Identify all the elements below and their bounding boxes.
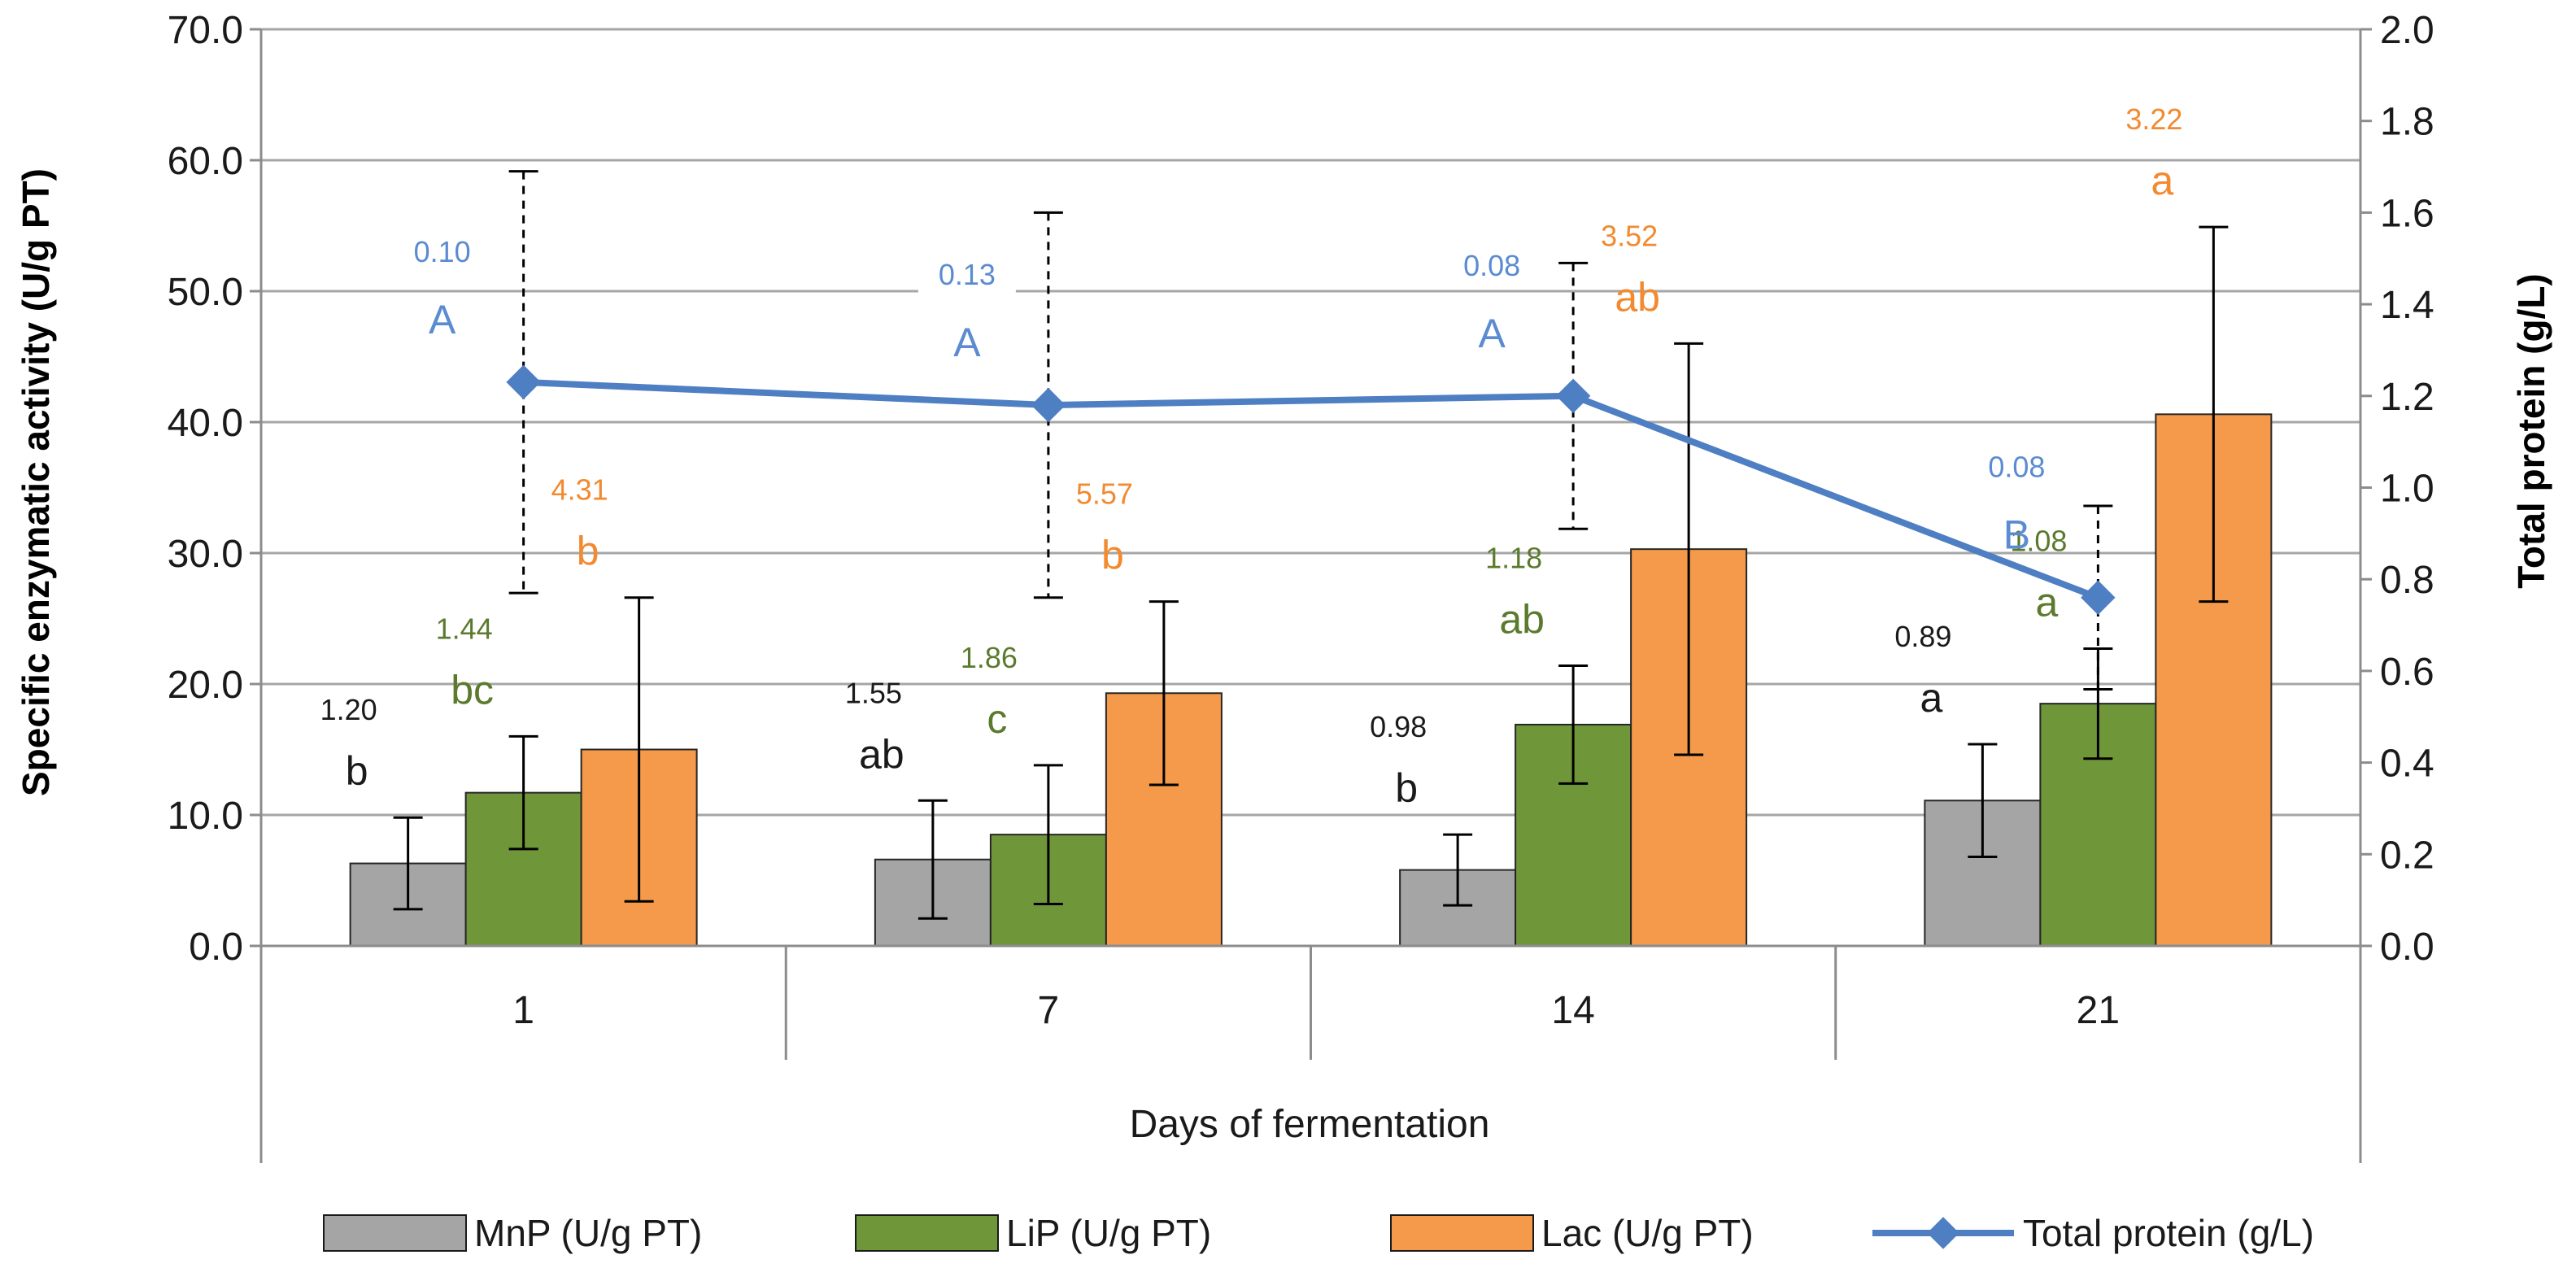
y-tick-label: 60.0 [168,140,243,183]
y2-axis-title: Total protein (g/L) [2510,273,2552,589]
protein-label-bg [1443,245,1541,286]
protein-significance-letter: B [2003,512,2030,558]
legend-label-protein: Total protein (g/L) [2023,1212,2314,1254]
x-tick-label: 7 [1038,989,1060,1032]
protein-marker [1031,387,1066,423]
axes: 0.0 10.0 20.0 30.0 40.0 50.0 60.0 70.0 0.0 0.2 0.4… [168,9,2434,1163]
y2-tick-label: 1.2 [2380,376,2434,419]
significance-letter: b [1101,533,1124,578]
significance-letter: ab [1499,596,1545,642]
legend-label-lac: Lac (U/g PT) [1541,1212,1754,1254]
protein-marker [1555,378,1591,414]
protein-significance-letter: A [953,320,981,365]
sd-label: 1.20 [320,693,377,726]
legend-swatch-lac [1390,1214,1534,1252]
protein-sd-label: 0.10 [414,235,471,268]
y-axis-title: Specific enzymatic activity (U/g PT) [15,168,57,796]
y-tick-label: 10.0 [168,795,243,838]
protein-sd-label: 0.08 [1988,451,2045,484]
y2-tick-label: 0.6 [2380,651,2434,694]
y2-tick-label: 1.0 [2380,468,2434,511]
x-tick-label: 14 [1551,989,1594,1032]
sd-label: 4.31 [551,473,608,507]
significance-letter: a [2151,158,2173,203]
significance-letter: a [2035,580,2058,625]
sd-label: 1.86 [961,641,1018,674]
legend-label-mnp: MnP (U/g PT) [474,1212,702,1254]
y2-tick-label: 0.4 [2380,743,2434,786]
y-tick-label: 50.0 [168,271,243,314]
significance-letter: ab [1615,274,1660,320]
significance-letter: ab [859,731,904,777]
sd-label: 0.98 [1370,710,1427,743]
protein-label-bg [918,255,1016,296]
protein-sd-label: 0.08 [1463,249,1520,282]
y2-tick-label: 2.0 [2380,9,2434,52]
y-tick-label: 0.0 [189,926,243,969]
x-tick-label: 21 [2077,989,2120,1032]
protein-significance-letter: A [429,297,456,342]
sd-label: 1.18 [1485,541,1542,574]
y2-tick-label: 0.2 [2380,834,2434,877]
legend-marker-protein [1927,1217,1959,1249]
legend-label-lip: LiP (U/g PT) [1006,1212,1211,1254]
legend-swatch-lip [855,1214,999,1252]
y2-tick-label: 0.0 [2380,926,2434,969]
x-tick-label: 1 [512,989,534,1032]
sd-label: 5.57 [1076,477,1133,511]
sd-label: 1.55 [845,676,902,709]
y-tick-label: 20.0 [168,664,243,707]
sd-label: 3.52 [1601,219,1658,252]
legend-swatch-mnp [323,1214,467,1252]
significance-letter: b [577,529,599,574]
protein-label-bg [1968,447,2066,488]
significance-letter: b [1395,765,1418,811]
sd-label: 0.89 [1894,620,1951,653]
data-labels: b1.20ab1.55b0.98a0.89bc1.44c1.86ab1.18a1… [320,102,2183,811]
protein-line-path [523,378,2099,601]
sd-label: 1.44 [436,612,493,645]
y2-tick-label: 1.6 [2380,192,2434,235]
y2-tick-label: 0.8 [2380,559,2434,602]
sd-label: 3.22 [2125,102,2182,136]
gridlines [261,28,2360,817]
protein-marker [506,364,541,400]
significance-letter: c [987,696,1007,742]
protein-significance-letter: A [1478,311,1506,356]
y-tick-label: 70.0 [168,9,243,52]
x-axis-title: Days of fermentation [1130,1103,1490,1146]
y2-tick-label: 1.8 [2380,101,2434,144]
y-tick-label: 40.0 [168,402,243,445]
significance-letter: bc [451,667,494,712]
y2-tick-label: 1.4 [2380,284,2434,327]
significance-letter: a [1920,675,1942,721]
significance-letter: b [346,748,368,794]
protein-label-bg [393,231,491,272]
legend: MnP (U/g PT) LiP (U/g PT) Lac (U/g PT) T… [323,1212,2314,1254]
protein-line [506,364,2116,615]
y-tick-label: 30.0 [168,533,243,576]
protein-marker [2081,580,2116,615]
sd-label: 1.08 [2010,525,2067,558]
protein-sd-label: 0.13 [939,258,996,291]
